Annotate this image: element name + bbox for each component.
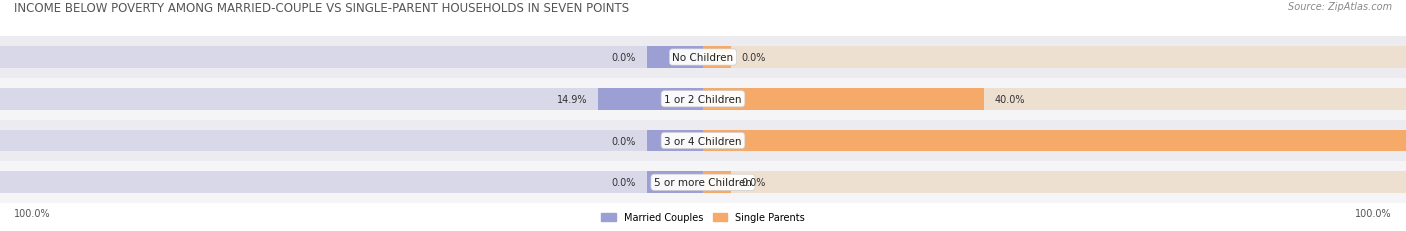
- Bar: [703, 172, 731, 193]
- Bar: [703, 88, 984, 110]
- Bar: [647, 172, 703, 193]
- Bar: [703, 88, 1406, 110]
- Text: Source: ZipAtlas.com: Source: ZipAtlas.com: [1288, 2, 1392, 12]
- Bar: [0, 37, 1406, 79]
- Bar: [647, 47, 703, 69]
- Text: 1 or 2 Children: 1 or 2 Children: [664, 94, 742, 104]
- Text: 5 or more Children: 5 or more Children: [654, 177, 752, 188]
- Text: 100.0%: 100.0%: [14, 208, 51, 218]
- Bar: [703, 130, 1406, 152]
- Text: 0.0%: 0.0%: [742, 177, 766, 188]
- Text: No Children: No Children: [672, 53, 734, 63]
- Bar: [647, 130, 703, 152]
- Text: 0.0%: 0.0%: [612, 53, 637, 63]
- Bar: [0, 79, 1406, 120]
- Bar: [703, 47, 1406, 69]
- Bar: [0, 162, 1406, 203]
- Bar: [0, 172, 703, 193]
- Text: 40.0%: 40.0%: [995, 94, 1025, 104]
- Legend: Married Couples, Single Parents: Married Couples, Single Parents: [598, 208, 808, 226]
- Text: 100.0%: 100.0%: [1355, 208, 1392, 218]
- Text: 0.0%: 0.0%: [612, 136, 637, 146]
- Bar: [0, 47, 703, 69]
- Bar: [703, 172, 1406, 193]
- Text: 3 or 4 Children: 3 or 4 Children: [664, 136, 742, 146]
- Bar: [703, 47, 731, 69]
- Bar: [703, 130, 1406, 152]
- Bar: [599, 88, 703, 110]
- Text: 0.0%: 0.0%: [612, 177, 637, 188]
- Bar: [0, 88, 703, 110]
- Text: 14.9%: 14.9%: [557, 94, 588, 104]
- Text: INCOME BELOW POVERTY AMONG MARRIED-COUPLE VS SINGLE-PARENT HOUSEHOLDS IN SEVEN P: INCOME BELOW POVERTY AMONG MARRIED-COUPL…: [14, 2, 630, 15]
- Text: 0.0%: 0.0%: [742, 53, 766, 63]
- Bar: [0, 120, 1406, 162]
- Bar: [0, 130, 703, 152]
